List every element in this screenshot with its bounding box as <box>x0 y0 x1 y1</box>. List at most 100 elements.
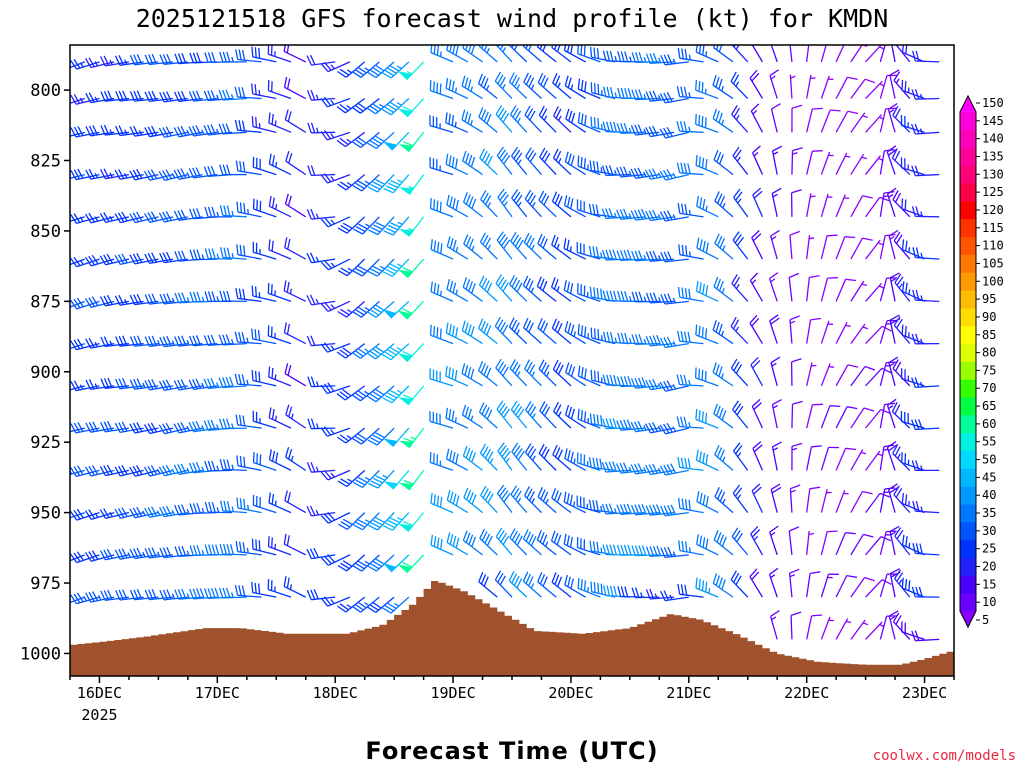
barb-full <box>77 126 84 136</box>
wind-barb <box>235 49 262 63</box>
barb-full <box>180 463 187 474</box>
wind-barb <box>539 401 557 429</box>
barb-full <box>523 486 531 496</box>
wind-barb <box>660 251 689 263</box>
barb-full <box>915 501 920 512</box>
wind-barb <box>129 335 159 347</box>
barb-staff <box>311 469 336 473</box>
barb-full <box>268 492 271 503</box>
wind-barb <box>283 280 307 302</box>
barb-staff <box>552 369 572 387</box>
barb-full <box>162 547 169 558</box>
wind-barb <box>645 209 675 222</box>
barb-full <box>195 420 202 431</box>
colorbar-label: 130 <box>982 167 1004 181</box>
barb-staff <box>149 258 174 264</box>
barb-full <box>219 500 224 512</box>
source-credit[interactable]: coolwx.com/models <box>873 748 1016 764</box>
barb-full <box>652 504 658 515</box>
barb-full <box>704 117 707 128</box>
barb-staff <box>326 385 351 395</box>
barb-staff <box>311 258 336 264</box>
wind-barb <box>850 112 868 133</box>
barb-full <box>660 252 666 263</box>
barb-staff <box>620 511 645 516</box>
barb-full <box>901 79 904 91</box>
barb-full <box>150 465 158 475</box>
barb-staff <box>525 409 542 429</box>
barb-half <box>640 592 643 598</box>
barb-full <box>234 331 239 343</box>
barb-full <box>733 276 741 287</box>
barb-staff <box>664 511 689 517</box>
barb-staff <box>664 61 689 66</box>
barb-full <box>268 239 271 250</box>
barb-full <box>543 195 550 206</box>
barb-full <box>467 79 472 90</box>
barb-full <box>267 282 270 294</box>
barb-full <box>339 434 349 442</box>
barb-half <box>546 371 550 377</box>
barb-full <box>451 325 455 337</box>
barb-staff <box>850 534 864 556</box>
barb-full <box>734 403 742 413</box>
barb-full <box>462 150 467 162</box>
wind-barb <box>283 45 307 63</box>
wind-barb <box>188 335 218 347</box>
barb-full <box>150 211 158 222</box>
barb-full <box>889 486 899 494</box>
wind-barb <box>733 442 749 471</box>
wind-barb <box>429 115 454 133</box>
barb-staff <box>751 237 764 260</box>
barb-half <box>186 425 190 432</box>
wind-barb <box>850 490 873 513</box>
barb-full <box>606 374 611 386</box>
barb-half <box>216 128 220 135</box>
barb-half <box>643 56 647 63</box>
barb-half <box>688 92 691 98</box>
barb-full <box>463 487 469 498</box>
barb-full <box>188 379 195 390</box>
barb-full <box>753 190 763 199</box>
wind-barb <box>351 596 380 613</box>
barb-full <box>919 543 923 554</box>
barb-staff <box>463 243 483 260</box>
barb-staff <box>806 45 810 62</box>
wind-barb <box>564 75 587 100</box>
barb-full <box>479 148 486 159</box>
barb-full <box>374 558 385 565</box>
wind-barb <box>430 492 454 514</box>
wind-barb <box>203 334 233 346</box>
barb-full <box>387 519 398 526</box>
wind-barb <box>524 105 542 133</box>
wind-barb <box>616 376 645 388</box>
wind-barb <box>865 492 891 514</box>
barb-staff <box>478 116 498 133</box>
barb-full <box>530 536 537 547</box>
barb-full <box>663 54 669 65</box>
barb-full <box>103 378 110 389</box>
wind-barb <box>283 533 307 556</box>
barb-half <box>721 373 724 379</box>
barb-full <box>888 483 898 491</box>
barb-full <box>503 408 511 418</box>
barb-full <box>601 165 607 176</box>
barb-full <box>845 532 856 535</box>
wind-barb <box>445 407 469 429</box>
barb-full <box>683 416 688 428</box>
barb-staff <box>750 533 764 556</box>
barb-staff <box>665 427 689 435</box>
barb-full <box>56 62 62 70</box>
wind-barb <box>645 52 675 65</box>
barb-staff <box>430 502 454 514</box>
barb-half <box>201 507 205 514</box>
wind-barb <box>480 485 498 514</box>
barb-full <box>76 551 84 561</box>
wind-barb <box>352 174 380 192</box>
barb-full <box>56 468 62 477</box>
wind-barb <box>865 450 883 471</box>
barb-full <box>448 155 452 166</box>
wind-barb <box>631 250 660 262</box>
barb-full <box>196 52 201 63</box>
barb-full <box>772 399 782 406</box>
